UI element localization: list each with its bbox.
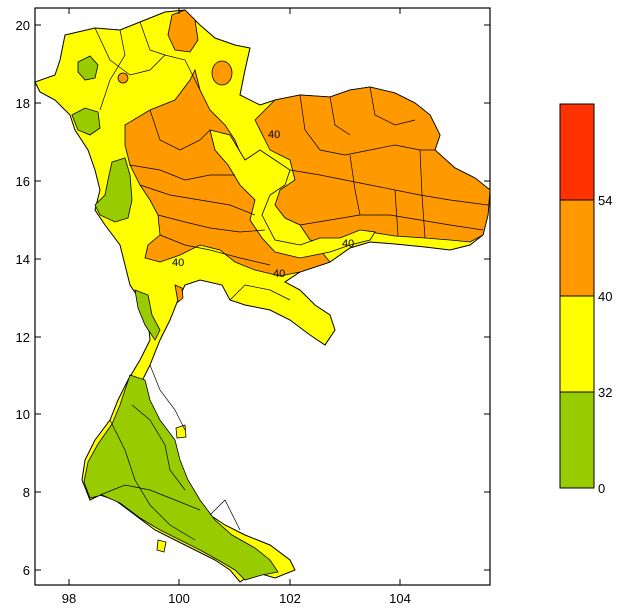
map-regions [34,9,491,583]
x-tick-102: 102 [279,591,301,606]
zone-low-south [83,374,279,581]
zone-high-north-patch [211,60,233,86]
zone-high-west-patch [117,72,129,84]
zone-high-east [254,86,491,246]
y-tick-20: 20 [16,18,30,33]
y-tick-16: 16 [16,174,30,189]
y-axis: 20 18 16 14 12 10 8 6 [16,18,490,578]
zone-high-north [167,9,199,53]
province-borders [94,21,489,541]
zone-low-northwest-2 [71,107,101,136]
contour-label-3: 40 [172,257,184,269]
x-tick-100: 100 [168,591,190,606]
contour-label-4: 40 [273,268,285,280]
legend-label-54: 54 [598,193,612,208]
y-tick-10: 10 [16,407,30,422]
y-tick-14: 14 [16,252,30,267]
zone-low-west [94,157,133,223]
zone-low-coast [134,289,161,341]
x-tick-104: 104 [389,591,411,606]
island-2 [156,539,167,553]
contour-label-2: 40 [342,238,354,250]
x-tick-98: 98 [62,591,76,606]
y-tick-8: 8 [23,485,30,500]
x-axis: 98 100 102 104 [62,8,411,606]
legend-band-mid [559,295,595,393]
zone-mid-corridor [209,129,376,259]
legend-label-0: 0 [598,481,605,496]
zone-high-coast-patch [174,284,184,303]
y-tick-12: 12 [16,330,30,345]
legend-band-low [559,391,595,489]
legend-label-32: 32 [598,385,612,400]
y-tick-18: 18 [16,96,30,111]
zone-high-central [124,68,331,277]
contour-label-1: 40 [268,129,280,141]
y-tick-6: 6 [23,563,30,578]
zone-low-northwest-1 [77,55,99,81]
legend-band-top [559,103,595,201]
legend-label-40: 40 [598,289,612,304]
legend-colorbar: 0 32 40 54 [559,103,612,496]
island-1 [175,424,187,439]
legend-band-high [559,199,595,297]
